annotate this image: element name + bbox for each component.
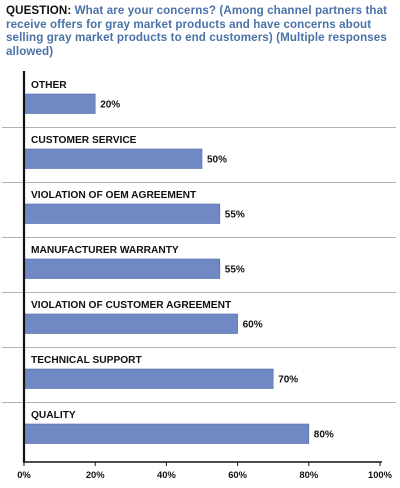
bar-value-label: 70% — [278, 374, 298, 385]
question-body: What are your concerns? (Among channel p… — [6, 4, 388, 58]
bar — [23, 258, 221, 279]
category-label: OTHER — [31, 80, 67, 91]
question-prefix: QUESTION: — [6, 4, 72, 17]
bar-value-label: 60% — [243, 319, 263, 330]
category-label: CUSTOMER SERVICE — [31, 135, 137, 146]
bar-value-label: 55% — [225, 264, 245, 275]
x-tick-label: 0% — [17, 469, 31, 480]
bar-value-label: 80% — [314, 429, 334, 440]
bar — [23, 148, 203, 169]
x-tick-label: 100% — [368, 469, 393, 480]
question-text: QUESTION: What are your concerns? (Among… — [6, 4, 394, 58]
bar — [23, 203, 221, 224]
x-tick-label: 20% — [86, 469, 105, 480]
bar — [23, 93, 96, 114]
bar — [23, 423, 310, 444]
x-tick-label: 80% — [299, 469, 318, 480]
x-tick-label: 40% — [157, 469, 176, 480]
category-label: VIOLATION OF OEM AGREEMENT — [31, 190, 197, 201]
x-tick-label: 60% — [228, 469, 247, 480]
bar-value-label: 50% — [207, 154, 227, 165]
category-label: TECHNICAL SUPPORT — [31, 355, 143, 366]
bar-value-label: 55% — [225, 209, 245, 220]
category-label: MANUFACTURER WARRANTY — [31, 245, 179, 256]
category-label: VIOLATION OF CUSTOMER AGREEMENT — [31, 300, 232, 311]
bar — [23, 368, 274, 389]
bar-value-label: 20% — [100, 99, 120, 110]
category-label: QUALITY — [31, 410, 76, 421]
bar — [23, 313, 238, 334]
